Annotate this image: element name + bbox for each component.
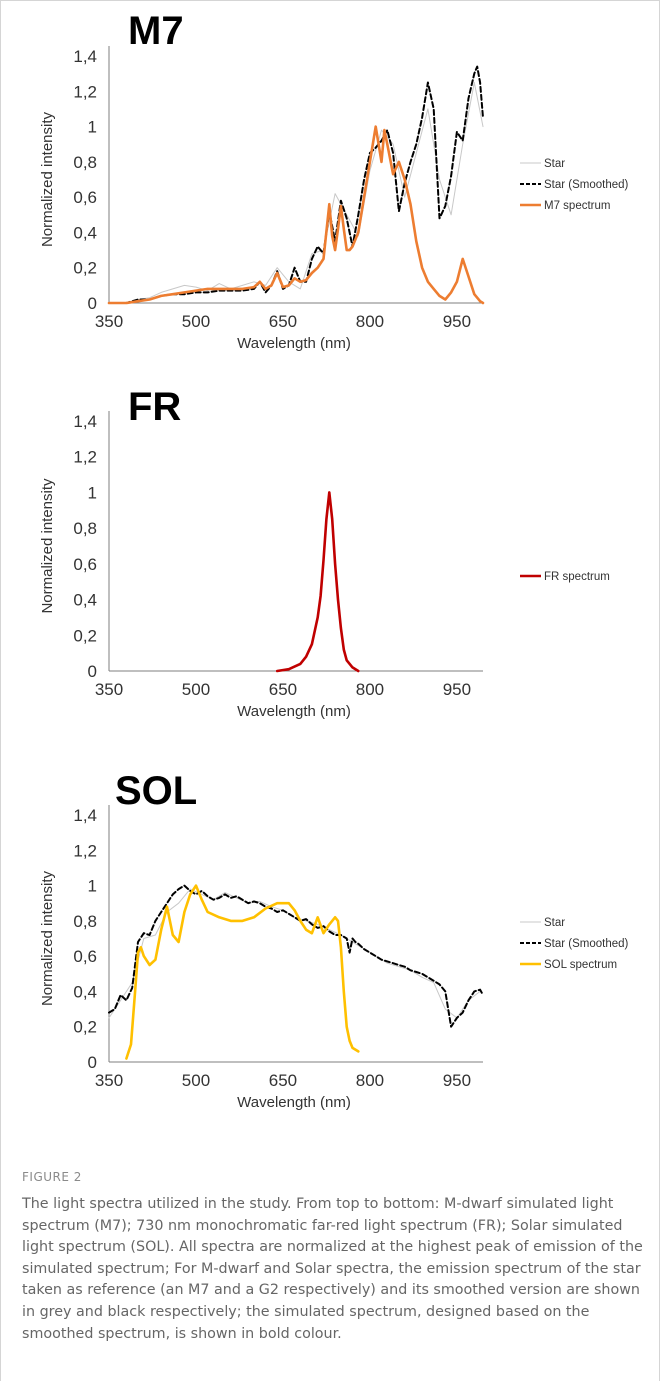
y-tick-label-fr: 0 — [88, 662, 97, 681]
figure-caption: FIGURE 2 The light spectra utilized in t… — [22, 1170, 647, 1345]
x-tick-label-sol: 650 — [269, 1071, 297, 1090]
figure-label: FIGURE 2 — [22, 1170, 82, 1184]
y-tick-label-m7: 0,6 — [73, 188, 97, 207]
y-tick-label-fr: 0,2 — [73, 626, 97, 645]
y-axis-label-fr: Normalized intensity — [39, 478, 56, 614]
y-tick-label-m7: 1,4 — [73, 47, 97, 66]
chart-sol: 0 0,2 0,4 0,6 0,8 1 1,2 1,4 350 500 650 800 950 Wavel… — [39, 769, 629, 1111]
series-line-sol-0 — [108, 888, 481, 1019]
x-tick-label-fr: 950 — [443, 680, 471, 699]
x-tick-label-fr: 650 — [269, 680, 297, 699]
series-line-sol-1 — [108, 884, 484, 1028]
x-tick-label-fr: 350 — [95, 680, 123, 699]
x-tick-label-fr: 800 — [356, 680, 384, 699]
y-tick-label-fr: 1 — [88, 483, 97, 502]
chart-title-fr: FR — [128, 390, 181, 429]
chart-panel-fr: 0 0,2 0,4 0,6 0,8 1 1,2 1,4 350 500 650 800 950 Wavel… — [0, 390, 661, 720]
y-axis-label-m7: Normalized intensity — [39, 111, 56, 247]
chart-title-m7: M7 — [128, 9, 184, 53]
legend-label-m7-2: M7 spectrum — [544, 200, 610, 212]
series-line-sol-2 — [125, 884, 360, 1060]
x-tick-label-sol: 350 — [95, 1071, 123, 1090]
x-tick-label-fr: 500 — [182, 680, 210, 699]
y-axis-label-sol: Normalized intensity — [39, 870, 56, 1006]
legend-label-sol-0: Star — [544, 917, 565, 929]
y-tick-label-m7: 1,2 — [73, 82, 97, 101]
y-tick-label-sol: 0,8 — [73, 912, 97, 931]
y-tick-label-sol: 0 — [88, 1053, 97, 1072]
legend-label-m7-0: Star — [544, 158, 565, 170]
figure-caption-text: The light spectra utilized in the study.… — [22, 1196, 643, 1342]
y-tick-label-fr: 0,4 — [73, 591, 97, 610]
y-tick-label-m7: 1 — [88, 118, 97, 137]
y-tick-label-sol: 0,2 — [73, 1018, 97, 1037]
x-tick-label-m7: 950 — [443, 312, 471, 331]
x-tick-label-sol: 500 — [182, 1071, 210, 1090]
series-line-m7-0 — [125, 82, 484, 304]
x-axis-label-fr: Wavelength (nm) — [237, 703, 351, 720]
y-tick-label-m7: 0 — [88, 294, 97, 313]
chart-m7: 0 0,2 0,4 0,6 0,8 1 1,2 1,4 350 500 650 800 950 Wavel… — [39, 9, 629, 352]
x-tick-label-sol: 950 — [443, 1071, 471, 1090]
y-tick-label-m7: 0,2 — [73, 259, 97, 278]
chart-panel-m7: 0 0,2 0,4 0,6 0,8 1 1,2 1,4 350 500 650 800 950 Wavel… — [0, 0, 661, 370]
y-tick-label-sol: 0,4 — [73, 982, 97, 1001]
x-tick-label-m7: 650 — [269, 312, 297, 331]
y-tick-label-sol: 1,4 — [73, 806, 97, 825]
y-tick-label-sol: 0,6 — [73, 947, 97, 966]
legend-label-sol-1: Star (Smoothed) — [544, 938, 629, 950]
chart-panel-sol: 0 0,2 0,4 0,6 0,8 1 1,2 1,4 350 500 650 800 950 Wavel… — [0, 760, 661, 1130]
series-line-m7-1 — [108, 65, 484, 304]
y-tick-label-m7: 0,4 — [73, 223, 97, 242]
y-tick-label-m7: 0,8 — [73, 153, 97, 172]
x-tick-label-sol: 800 — [356, 1071, 384, 1090]
chart-fr: 0 0,2 0,4 0,6 0,8 1 1,2 1,4 350 500 650 800 950 Wavel… — [39, 390, 610, 720]
x-tick-label-m7: 500 — [182, 312, 210, 331]
series-line-m7-2 — [107, 125, 485, 305]
legend-label-sol-2: SOL spectrum — [544, 959, 617, 971]
chart-title-sol: SOL — [115, 769, 197, 813]
y-tick-label-fr: 0,8 — [73, 519, 97, 538]
series-line-fr-0 — [275, 491, 360, 673]
y-tick-label-fr: 0,6 — [73, 555, 97, 574]
x-tick-label-m7: 350 — [95, 312, 123, 331]
y-tick-label-fr: 1,4 — [73, 412, 97, 431]
y-tick-label-fr: 1,2 — [73, 448, 97, 467]
legend-label-m7-1: Star (Smoothed) — [544, 179, 629, 191]
x-axis-label-m7: Wavelength (nm) — [237, 335, 351, 352]
y-tick-label-sol: 1 — [88, 877, 97, 896]
x-axis-label-sol: Wavelength (nm) — [237, 1094, 351, 1111]
x-tick-label-m7: 800 — [356, 312, 384, 331]
y-tick-label-sol: 1,2 — [73, 841, 97, 860]
legend-label-fr-0: FR spectrum — [544, 571, 610, 583]
